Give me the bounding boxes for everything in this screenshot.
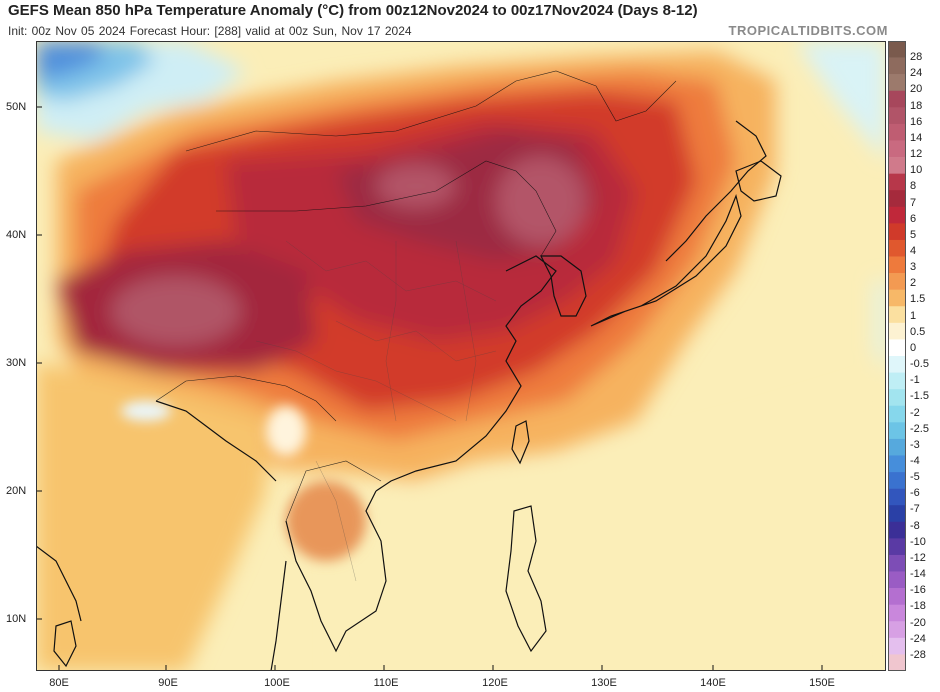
colorbar-label: -2	[910, 406, 920, 419]
lon-label-110e: 110E	[373, 677, 399, 689]
map-frame	[36, 41, 886, 671]
colorbar-label: 2	[910, 277, 917, 290]
colorbar-swatch	[888, 239, 906, 257]
colorbar-label: 12	[910, 148, 923, 161]
colorbar-swatch	[888, 157, 906, 174]
colorbar-swatch	[888, 554, 906, 572]
colorbar-label: 1	[910, 309, 917, 322]
colorbar-label: -16	[910, 584, 926, 597]
colorbar-swatch	[888, 621, 906, 639]
colorbar-label: 4	[910, 245, 917, 257]
colorbar-swatch	[888, 389, 906, 407]
colorbar-label: 6	[910, 212, 917, 225]
colorbar-label: 16	[910, 115, 923, 128]
colorbar-swatch	[888, 123, 906, 141]
colorbar-swatch	[888, 505, 906, 523]
colorbar-swatch	[888, 422, 906, 440]
lon-label-140e: 140E	[700, 677, 726, 689]
lon-label-120e: 120E	[482, 677, 508, 689]
colorbar-label: 18	[910, 99, 923, 112]
colorbar-label: -1	[910, 374, 920, 387]
colorbar-label: 0	[910, 341, 917, 354]
coastlines	[36, 120, 782, 671]
colorbar-swatch	[888, 339, 906, 357]
lat-label-20n: 20N	[6, 485, 27, 497]
colorbar	[888, 41, 906, 671]
colorbar-swatch	[888, 273, 906, 290]
colorbar-label: 24	[910, 67, 923, 80]
colorbar-swatch	[888, 488, 906, 506]
colorbar-label: 10	[910, 164, 923, 177]
colorbar-label: -8	[910, 519, 920, 532]
colorbar-label: 20	[910, 83, 923, 96]
colorbar-swatch	[888, 41, 906, 58]
colorbar-swatch	[888, 472, 906, 489]
colorbar-swatch	[888, 173, 906, 191]
colorbar-label: -6	[910, 487, 920, 500]
colorbar-label: 8	[910, 180, 917, 193]
colorbar-swatch	[888, 654, 906, 671]
colorbar-swatch	[888, 455, 906, 473]
colorbar-label: 14	[910, 131, 923, 144]
lat-label-40n: 40N	[6, 229, 27, 241]
anomaly-map	[36, 41, 886, 671]
lat-label-30n: 30N	[6, 357, 27, 369]
colorbar-label: 7	[910, 196, 917, 209]
colorbar-swatch	[888, 356, 906, 373]
colorbar-swatch	[888, 322, 906, 340]
colorbar-label: 0.5	[910, 325, 926, 338]
colorbar-label: -1.5	[910, 390, 929, 403]
colorbar-label: -24	[910, 632, 926, 645]
colorbar-swatch	[888, 107, 906, 125]
colorbar-swatch	[888, 438, 906, 456]
lon-label-150e: 150E	[809, 677, 835, 689]
colorbar-label: 3	[910, 261, 917, 274]
colorbar-swatch	[888, 306, 906, 324]
colorbar-swatch	[888, 190, 906, 208]
colorbar-swatch	[888, 637, 906, 655]
borders	[155, 70, 677, 522]
colorbar-swatch	[888, 521, 906, 539]
colorbar-swatch	[888, 256, 906, 274]
site-watermark[interactable]: TROPICALTIDBITS.COM	[728, 23, 888, 38]
colorbar-label: -3	[910, 438, 920, 451]
colorbar-swatch	[888, 538, 906, 556]
colorbar-label: -10	[910, 535, 926, 548]
colorbar-label: -18	[910, 600, 926, 613]
lon-label-90e: 90E	[158, 677, 178, 689]
colorbar-swatch	[888, 372, 906, 390]
colorbar-swatch	[888, 140, 906, 158]
colorbar-swatch	[888, 57, 906, 75]
colorbar-label: -4	[910, 455, 920, 467]
colorbar-swatch	[888, 588, 906, 605]
colorbar-swatch	[888, 206, 906, 224]
lon-label-80e: 80E	[49, 677, 69, 689]
colorbar-label: -12	[910, 551, 926, 564]
colorbar-swatch	[888, 223, 906, 241]
colorbar-swatch	[888, 74, 906, 92]
colorbar-label: -14	[910, 568, 926, 581]
map-title: GEFS Mean 850 hPa Temperature Anomaly (°…	[8, 2, 698, 19]
colorbar-swatch	[888, 90, 906, 108]
lat-label-50n: 50N	[6, 101, 27, 113]
colorbar-frame	[888, 41, 906, 671]
colorbar-swatch	[888, 289, 906, 307]
colorbar-label: 28	[910, 51, 923, 64]
lon-label-100e: 100E	[264, 677, 290, 689]
map-subtitle: Init: 00z Nov 05 2024 Forecast Hour: [28…	[8, 24, 412, 38]
colorbar-label: -28	[910, 648, 926, 661]
lat-label-10n: 10N	[6, 613, 27, 625]
province-lines	[255, 240, 497, 582]
colorbar-label: -20	[910, 616, 926, 629]
colorbar-swatch	[888, 604, 906, 622]
colorbar-label: -0.5	[910, 358, 929, 371]
lon-label-130e: 130E	[591, 677, 617, 689]
colorbar-swatch	[888, 571, 906, 589]
colorbar-label: -7	[910, 503, 920, 516]
colorbar-swatch	[888, 405, 906, 423]
colorbar-label: 1.5	[910, 293, 926, 306]
colorbar-label: -5	[910, 471, 920, 484]
colorbar-label: -2.5	[910, 422, 929, 435]
colorbar-label: 5	[910, 228, 917, 241]
